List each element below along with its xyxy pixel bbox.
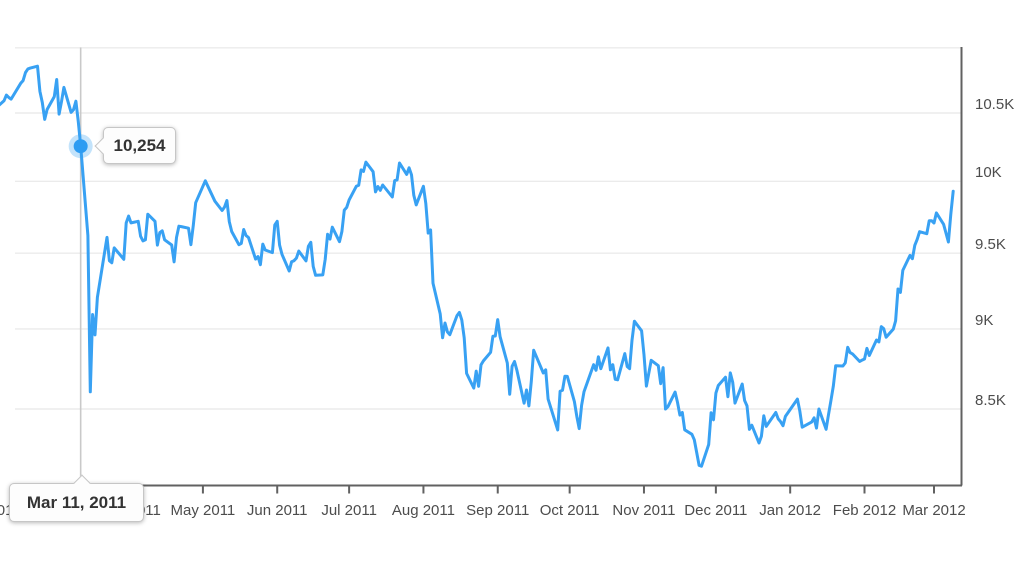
x-axis-tick-label: Jul 2011 xyxy=(321,502,377,519)
value-tooltip-text: 10,254 xyxy=(113,135,166,155)
x-axis-tick-label: Jun 2011 xyxy=(246,502,308,519)
date-tooltip-text: Mar 11, 2011 xyxy=(26,492,127,512)
x-axis-tick-label: May 2011 xyxy=(170,502,236,519)
x-axis-tick-label: Feb 2012 xyxy=(832,502,897,519)
x-axis-tick-label: Sep 2011 xyxy=(466,502,530,519)
y-axis-tick-label: 9K xyxy=(975,311,994,329)
x-axis-tick-label: Oct 2011 xyxy=(539,502,600,519)
price-line-series xyxy=(0,64,955,468)
x-axis-tick-label: Dec 2011 xyxy=(684,502,748,519)
y-axis-tick-label: 9.5K xyxy=(975,236,1006,254)
y-axis-tick-label: 10K xyxy=(975,164,1002,182)
y-axis-tick-label: 8.5K xyxy=(975,392,1006,409)
x-axis-tick-label: Aug 2011 xyxy=(391,502,455,519)
date-tooltip: Mar 11, 2011 xyxy=(9,474,144,522)
x-axis-tick-label: Jan 2012 xyxy=(759,502,822,519)
x-axis-tick-label: Mar 2012 xyxy=(902,502,966,519)
value-tooltip: 10,254 xyxy=(94,127,176,164)
marker-dot xyxy=(73,139,88,154)
y-axis-tick-label: 10.5K xyxy=(975,96,1015,113)
x-axis-tick-label: Nov 2011 xyxy=(612,502,676,519)
